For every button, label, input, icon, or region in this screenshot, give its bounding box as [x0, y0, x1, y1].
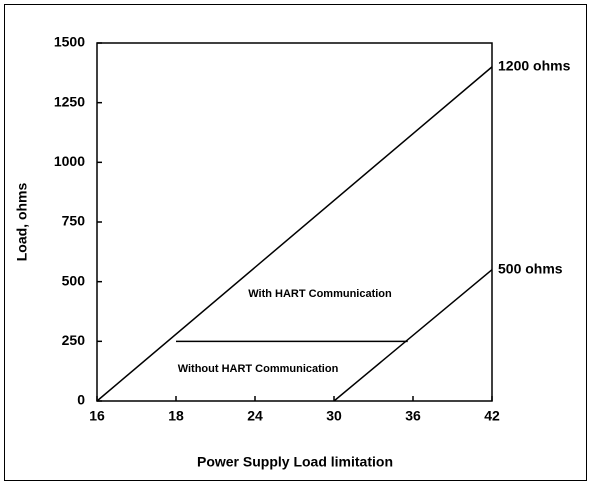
x-tick-label: 42 [484, 408, 500, 424]
x-tick-label: 16 [89, 408, 105, 424]
y-tick-label: 750 [62, 213, 86, 229]
y-tick-label: 250 [62, 332, 86, 348]
x-tick-label: 18 [168, 408, 184, 424]
x-tick-label: 36 [405, 408, 421, 424]
outer-frame [4, 4, 587, 481]
plot-frame [96, 42, 493, 402]
y-tick-label: 1000 [54, 153, 85, 169]
region-label: Without HART Communication [178, 363, 339, 375]
x-tick-label: 30 [326, 408, 342, 424]
y-tick-label: 0 [77, 392, 85, 408]
y-tick-label: 1500 [54, 34, 85, 50]
x-tick-label: 24 [247, 408, 263, 424]
load-line [96, 66, 493, 402]
y-tick-label: 500 [62, 272, 86, 288]
y-tick-label: 1250 [54, 93, 85, 109]
y-axis-title: Load, ohms [14, 183, 30, 262]
line-end-label: 500 ohms [498, 260, 563, 276]
region-label: With HART Communication [248, 288, 392, 300]
line-end-label: 1200 ohms [498, 58, 571, 74]
load-line [333, 269, 493, 402]
x-axis-title: Power Supply Load limitation [197, 454, 393, 470]
